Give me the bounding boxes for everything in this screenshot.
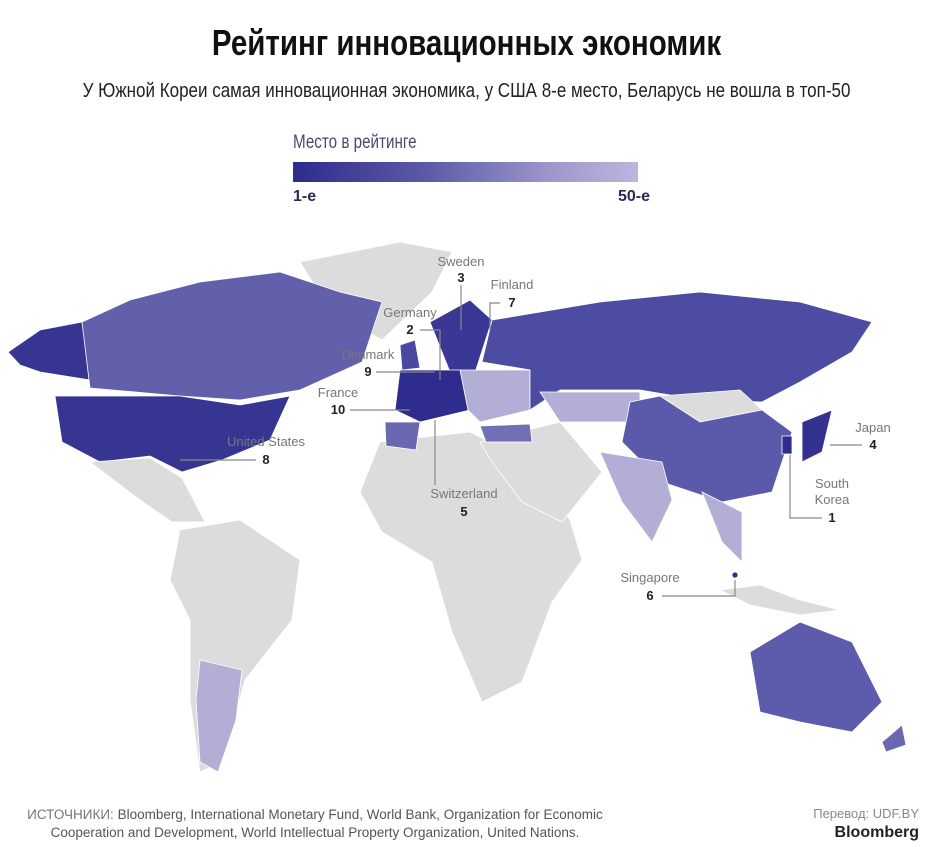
region-australia [749,621,883,733]
region-indonesia [718,584,841,616]
bloomberg-logo: Bloomberg [834,824,919,841]
region-argentina [195,659,243,773]
label-united-states: United States [227,434,306,449]
page-subtitle: У Южной Кореи самая инновационная эконом… [82,80,851,102]
rank-germany: 2 [406,322,413,337]
rank-france: 10 [331,402,345,417]
label-sweden: Sweden [438,254,485,269]
region-central-america [88,457,206,523]
rank-sweden: 3 [457,270,464,285]
label-france: France [318,385,358,400]
rank-united-states: 8 [262,452,269,467]
legend-min-label: 1-е [293,188,317,205]
legend-title: Место в рейтинге [293,132,417,153]
region-canada [81,271,383,401]
sources-text: Bloomberg, International Monetary Fund, … [50,807,603,840]
region-western-europe [394,369,471,423]
region-middle-east [479,421,603,523]
sources-label: ИСТОЧНИКИ: [27,807,114,822]
label-finland: Finland [491,277,534,292]
region-south-america [169,519,301,773]
region-singapore [731,571,739,579]
label-switzerland: Switzerland [430,486,497,501]
page-title: Рейтинг инновационных экономик [211,22,722,63]
rank-singapore: 6 [646,588,653,603]
legend-gradient-bar [293,162,638,182]
label-denmark: Denmark [342,347,395,362]
region-alaska [7,321,91,381]
rank-switzerland: 5 [460,504,467,519]
region-japan [801,409,833,463]
region-uk [399,339,421,371]
label-germany: Germany [383,305,437,320]
rank-south-korea: 1 [828,510,835,525]
region-turkey [479,423,533,443]
region-southeast-asia [701,491,743,563]
region-iberia [384,421,421,451]
region-scandinavia [429,299,493,383]
rank-japan: 4 [869,437,877,452]
sources-note: ИСТОЧНИКИ: Bloomberg, International Mone… [4,806,626,842]
rank-denmark: 9 [364,364,371,379]
label-singapore: Singapore [620,570,679,585]
region-central-asia [539,391,641,423]
label-south-korea-2: Korea [815,492,850,507]
legend-max-label: 50-е [618,188,651,205]
rank-finland: 7 [508,295,515,310]
region-india [599,451,673,543]
region-south-korea [781,435,793,455]
label-south-korea: South [815,476,849,491]
country-labels: Sweden 3 Finland 7 Germany 2 Denmark 9 F… [180,254,891,603]
region-russia [481,291,873,411]
region-new-zealand [881,724,907,753]
region-eastern-europe [459,369,531,423]
label-japan: Japan [855,420,890,435]
translation-credit: Перевод: UDF.BY [813,806,919,821]
